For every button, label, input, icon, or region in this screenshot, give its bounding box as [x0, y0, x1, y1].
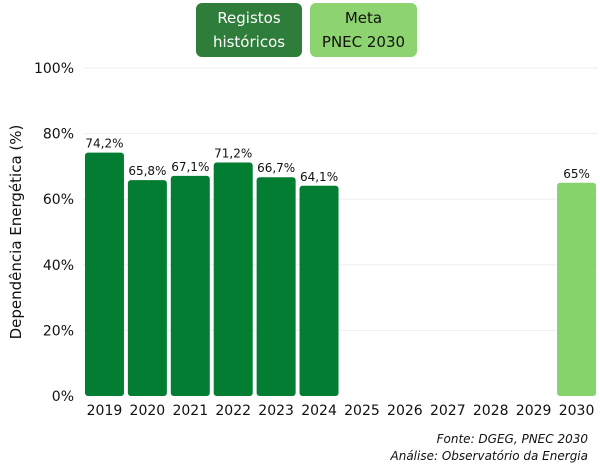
bar — [170, 175, 210, 396]
analysis-note: Análise: Observatório da Energia — [390, 449, 588, 463]
y-tick-label: 100% — [34, 61, 74, 77]
data-label: 74,2% — [85, 137, 123, 151]
x-tick-label: 2025 — [344, 403, 380, 419]
bar — [299, 185, 339, 396]
x-tick-label: 2020 — [130, 403, 166, 419]
source-note: Fonte: DGEG, PNEC 2030 — [436, 432, 588, 446]
x-tick-label: 2027 — [430, 403, 466, 419]
bar — [557, 182, 597, 396]
y-tick-label: 40% — [43, 258, 74, 274]
x-tick-label: 2024 — [301, 403, 337, 419]
data-label: 65,8% — [128, 164, 166, 178]
bar — [84, 152, 124, 396]
data-label: 65% — [563, 167, 590, 181]
x-tick-label: 2026 — [387, 403, 423, 419]
bar — [213, 162, 253, 396]
legend-target[interactable]: Meta PNEC 2030 — [310, 3, 417, 57]
x-tick-label: 2028 — [473, 403, 509, 419]
data-label: 67,1% — [171, 160, 209, 174]
x-tick-label: 2030 — [559, 403, 595, 419]
x-tick-label: 2022 — [215, 403, 251, 419]
y-tick-label: 0% — [52, 389, 74, 405]
y-tick-label: 20% — [43, 323, 74, 339]
y-tick-label: 80% — [43, 127, 74, 143]
x-tick-label: 2023 — [258, 403, 294, 419]
data-label: 66,7% — [257, 161, 295, 175]
bar — [256, 177, 296, 396]
data-label: 64,1% — [300, 170, 338, 184]
x-tick-label: 2019 — [87, 403, 123, 419]
y-tick-label: 60% — [43, 192, 74, 208]
x-tick-label: 2029 — [516, 403, 552, 419]
legend-historical[interactable]: Registos históricos — [196, 3, 302, 57]
bar — [127, 180, 167, 396]
data-label: 71,2% — [214, 146, 252, 160]
y-axis-label: Dependência Energética (%) — [7, 125, 25, 340]
x-tick-label: 2021 — [172, 403, 208, 419]
